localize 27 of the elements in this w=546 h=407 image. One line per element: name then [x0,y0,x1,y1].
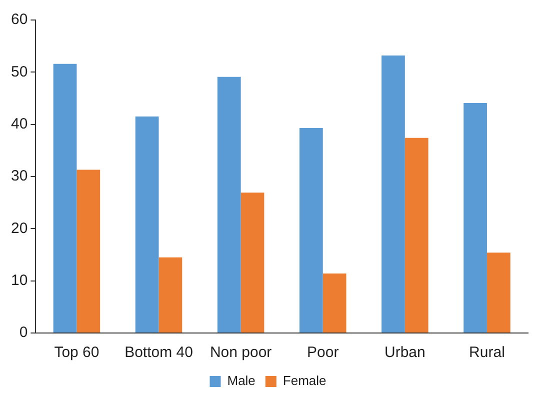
x-tick-label: Urban [384,344,426,362]
bar [240,192,264,332]
x-tick-label: Top 60 [54,344,100,362]
bar [53,64,77,332]
x-tick-label: Rural [469,344,505,362]
x-tick-label: Non poor [210,344,272,362]
bar [382,55,405,332]
y-tick-label: 10 [10,272,28,289]
legend-label: Female [282,373,326,388]
bar [464,102,487,332]
bar [76,170,100,332]
bar [322,274,346,332]
x-tick-label: Poor [307,344,339,362]
y-tick-label: 60 [10,11,28,28]
y-tick-label: 20 [10,220,28,237]
legend-label: Male [227,373,256,388]
bar [404,138,428,332]
y-tick-label: 0 [19,324,28,342]
bar [158,257,182,332]
bar [299,128,323,332]
bar [486,252,510,332]
y-tick-label: 40 [10,115,28,132]
y-tick-label: 50 [10,63,28,80]
x-tick-label: Bottom 40 [124,344,193,362]
bar [217,76,241,332]
y-tick-label: 30 [10,168,28,185]
bar [135,116,159,332]
